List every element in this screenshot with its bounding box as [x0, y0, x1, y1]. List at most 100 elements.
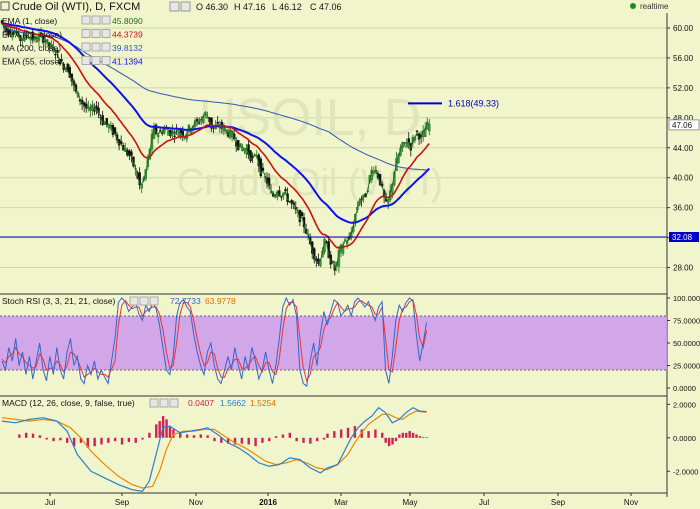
- candle-body: [216, 122, 219, 124]
- macd-hist-bar: [408, 431, 411, 438]
- x-tick-label: Jul: [479, 498, 489, 507]
- ema1-line: [1, 23, 430, 271]
- x-tick-label: Mar: [334, 498, 348, 507]
- price-tick-label: 56.00: [673, 54, 694, 63]
- macd-icon[interactable]: [169, 398, 179, 408]
- hline-price-tag: [669, 231, 699, 242]
- candle-body: [158, 130, 162, 132]
- ohlc-value: O 46.30: [196, 2, 228, 12]
- macd-hist-bar: [165, 419, 168, 438]
- indicator-icon[interactable]: [101, 56, 111, 65]
- settings-icon[interactable]: [180, 1, 191, 12]
- macd-hist-bar: [59, 437, 62, 441]
- macd-hist-bar: [394, 437, 398, 442]
- indicator-icon[interactable]: [91, 15, 101, 25]
- macd-hist-bar: [192, 435, 196, 438]
- rsi-icon[interactable]: [139, 296, 149, 306]
- indicator-icon[interactable]: [81, 56, 91, 65]
- indicator-label: MA (200, close): [2, 43, 61, 53]
- candle-body: [387, 199, 390, 204]
- indicator-icon[interactable]: [101, 29, 111, 38]
- x-tick-label: Sep: [115, 498, 130, 507]
- indicator-icon[interactable]: [101, 42, 111, 52]
- candle-body: [241, 147, 244, 151]
- macd-hist-value: 0.0407: [188, 398, 214, 408]
- macd-hist-bar: [220, 437, 223, 443]
- ohlc-value: C 47.06: [310, 2, 342, 12]
- macd-hist-bar: [411, 432, 415, 438]
- macd-hist-bar: [161, 416, 165, 438]
- indicator-icon[interactable]: [91, 29, 101, 38]
- macd-hist-bar: [148, 432, 151, 438]
- macd-hist-bar: [418, 436, 422, 438]
- indicator-value: 39.8132: [112, 43, 143, 53]
- macd-tick-label: 2.0000: [673, 400, 696, 409]
- macd-hist-bar: [405, 432, 408, 438]
- macd-icon[interactable]: [149, 398, 159, 408]
- macd-hist-bar: [422, 436, 425, 438]
- candle-body: [140, 184, 143, 189]
- indicator-label: EMA (21, close): [2, 30, 62, 40]
- macd-hist-bar: [339, 429, 343, 438]
- fib-label: 1.618(49.33): [448, 98, 499, 108]
- price-tick-label: 60.00: [673, 24, 694, 33]
- macd-hist-bar: [295, 437, 298, 442]
- macd-hist-bar: [158, 421, 161, 438]
- candle-body: [68, 67, 71, 78]
- macd-tick-label: -2.0000: [673, 467, 698, 476]
- x-tick-label: Jul: [45, 498, 55, 507]
- last-price-tag: [668, 119, 700, 131]
- candle-body: [156, 134, 160, 138]
- indicator-icon[interactable]: [101, 15, 111, 25]
- indicator-icon[interactable]: [81, 15, 91, 25]
- macd-signal-line: [1, 410, 427, 489]
- macd-hist-bar: [155, 424, 158, 438]
- indicator-icon[interactable]: [81, 29, 91, 38]
- macd-hist-bar: [185, 434, 189, 438]
- candle-body: [54, 54, 57, 56]
- candle-body: [154, 124, 158, 134]
- macd-hist-bar: [113, 437, 117, 442]
- macd-hist-bar: [367, 431, 370, 438]
- macd-hist-bar: [309, 437, 312, 444]
- macd-hist-bar: [346, 427, 350, 438]
- indicator-icon[interactable]: [81, 42, 91, 52]
- rsi-title: Stoch RSI (3, 3, 21, 21, close): [2, 296, 116, 306]
- macd-icon[interactable]: [159, 398, 169, 408]
- indicator-value: 44.3739: [112, 30, 143, 40]
- price-tick-label: 40.00: [673, 174, 694, 183]
- candle-body: [95, 105, 98, 110]
- macd-hist-bar: [179, 432, 182, 438]
- collapse-icon[interactable]: [0, 1, 10, 11]
- x-tick-label: Nov: [189, 498, 203, 507]
- macd-hist-bar: [374, 429, 377, 438]
- macd-hist-bar: [274, 436, 278, 438]
- visibility-icon[interactable]: [169, 1, 180, 12]
- macd-hist-bar: [401, 432, 405, 438]
- price-tick-label: 28.00: [673, 264, 694, 273]
- candle-body: [278, 190, 281, 196]
- rsi-d-value: 63.9778: [205, 296, 236, 306]
- indicator-icon[interactable]: [91, 56, 101, 65]
- price-tick-label: 44.00: [673, 144, 694, 153]
- macd-hist-bar: [226, 437, 230, 444]
- macd-line-value: 1.5662: [220, 398, 246, 408]
- indicator-value: 45.8090: [112, 16, 143, 26]
- rsi-icon[interactable]: [149, 296, 159, 306]
- candle-body: [405, 142, 408, 148]
- macd-hist-bar: [213, 437, 216, 442]
- indicator-label: EMA (55, close): [2, 57, 62, 67]
- candle-body: [261, 167, 265, 171]
- rsi-tick-label: 100.0000: [673, 294, 700, 303]
- macd-hist-bar: [93, 437, 96, 447]
- rsi-icon[interactable]: [129, 296, 139, 306]
- macd-hist-bar: [326, 433, 329, 438]
- macd-hist-bar: [79, 437, 83, 443]
- macd-title: MACD (12, 26, close, 9, false, true): [2, 398, 135, 408]
- macd-hist-bar: [316, 437, 319, 442]
- macd-hist-bar: [45, 437, 48, 440]
- price-tick-label: 52.00: [673, 84, 694, 93]
- indicator-icon[interactable]: [91, 42, 101, 52]
